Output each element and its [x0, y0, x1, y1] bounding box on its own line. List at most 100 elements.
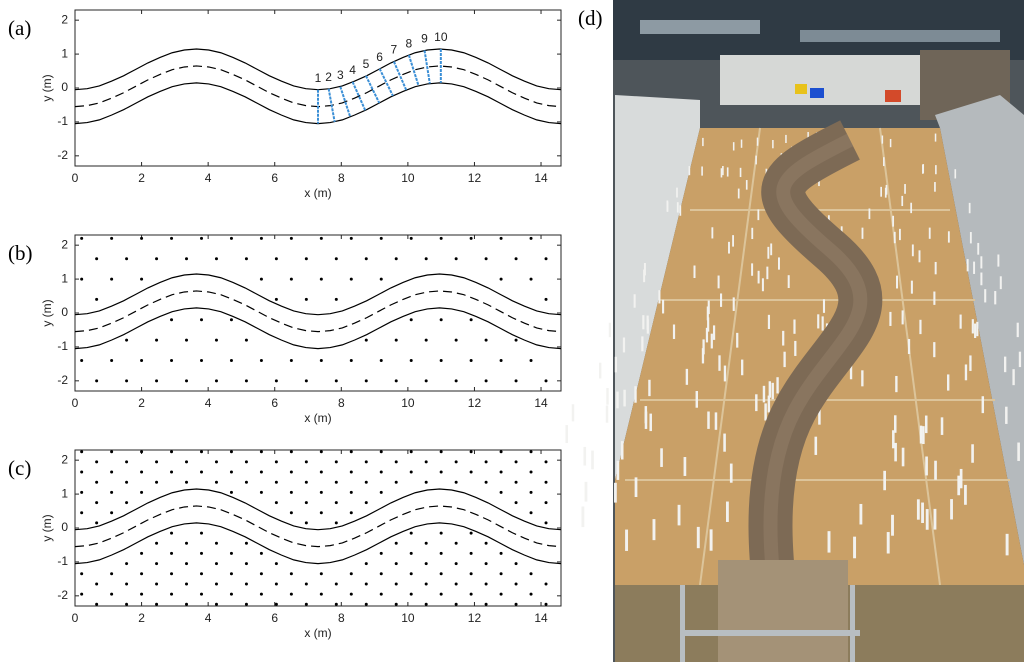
- obstacle-point: [514, 460, 518, 464]
- obstacle-point: [334, 501, 338, 505]
- obstacle-point: [529, 511, 533, 515]
- obstacle-point: [334, 460, 338, 464]
- obstacle-point: [155, 257, 159, 261]
- obstacle-point: [364, 379, 368, 383]
- obstacle-point: [409, 592, 413, 596]
- obstacle-point: [529, 358, 533, 362]
- obstacle-point: [95, 582, 99, 586]
- obstacle-point: [409, 358, 413, 362]
- obstacle-point: [409, 531, 413, 535]
- obstacle-point: [454, 582, 458, 586]
- obstacle-point: [469, 551, 473, 555]
- obstacle-point: [259, 490, 263, 494]
- floor-seam: [879, 127, 941, 586]
- obstacle-point: [349, 450, 353, 454]
- x-tick-label: 0: [72, 611, 79, 625]
- obstacle-point: [199, 551, 203, 555]
- obstacle-point: [170, 572, 174, 576]
- channel-line: [74, 505, 562, 548]
- obstacle-point: [214, 541, 218, 545]
- obstacle-point: [514, 379, 518, 383]
- obstacle-point: [424, 602, 428, 606]
- bucket: [885, 90, 901, 102]
- x-tick-label: 12: [468, 611, 482, 625]
- obstacle-point: [110, 450, 114, 454]
- obstacle-point: [454, 562, 458, 566]
- obstacle-point: [229, 592, 233, 596]
- obstacle-point: [155, 562, 159, 566]
- obstacle-point: [185, 541, 189, 545]
- x-tick-label: 4: [205, 396, 212, 410]
- obstacle-point: [364, 501, 368, 505]
- obstacle-point: [244, 480, 248, 484]
- obstacle-point: [170, 551, 174, 555]
- obstacle-point: [319, 450, 323, 454]
- obstacle-point: [229, 490, 233, 494]
- obstacle-point: [469, 531, 473, 535]
- pipe: [640, 20, 760, 34]
- obstacle-point: [394, 460, 398, 464]
- obstacle-point: [244, 562, 248, 566]
- obstacle-point: [259, 450, 263, 454]
- obstacle-point: [514, 480, 518, 484]
- obstacle-point: [95, 602, 99, 606]
- obstacle-point: [304, 297, 308, 301]
- obstacle-point: [514, 562, 518, 566]
- obstacle-point: [110, 572, 114, 576]
- x-tick-label: 14: [534, 171, 548, 185]
- obstacle-point: [499, 277, 503, 281]
- x-tick-label: 8: [338, 171, 345, 185]
- obstacle-point: [529, 592, 533, 596]
- obstacle-point: [125, 602, 129, 606]
- obstacle-point: [529, 490, 533, 494]
- obstacle-point: [170, 358, 174, 362]
- transect: [339, 86, 352, 118]
- obstacle-point: [544, 297, 548, 301]
- obstacle-point: [544, 501, 548, 505]
- obstacle-point: [454, 257, 458, 261]
- obstacle-point: [469, 470, 473, 474]
- obstacle-point: [80, 572, 84, 576]
- obstacle-point: [439, 531, 443, 535]
- obstacle-point: [514, 582, 518, 586]
- obstacle-point: [379, 358, 383, 362]
- obstacle-point: [394, 379, 398, 383]
- obstacle-point: [110, 236, 114, 240]
- obstacle-point: [155, 379, 159, 383]
- obstacle-point: [289, 358, 293, 362]
- transect-label: 8: [406, 36, 413, 50]
- transect-label: 1: [315, 71, 322, 85]
- obstacle-point: [259, 277, 263, 281]
- obstacle-point: [214, 379, 218, 383]
- transect-label: 3: [337, 68, 344, 82]
- obstacle-point: [80, 511, 84, 515]
- obstacle-point: [454, 602, 458, 606]
- obstacle-point: [244, 257, 248, 261]
- obstacle-point: [170, 318, 174, 322]
- channel-line: [74, 488, 562, 531]
- obstacle-point: [394, 541, 398, 545]
- obstacle-point: [185, 379, 189, 383]
- obstacle-point: [439, 318, 443, 322]
- obstacle-point: [170, 450, 174, 454]
- x-tick-label: 10: [401, 611, 415, 625]
- obstacle-point: [319, 572, 323, 576]
- obstacle-point: [424, 338, 428, 342]
- obstacle-point: [155, 541, 159, 545]
- x-tick-label: 10: [401, 171, 415, 185]
- floor-grid: [625, 127, 1010, 586]
- obstacle-point: [484, 338, 488, 342]
- obstacle-point: [379, 572, 383, 576]
- obstacle-point: [125, 562, 129, 566]
- obstacle-point: [514, 602, 518, 606]
- obstacle-point: [229, 551, 233, 555]
- obstacle-point: [469, 450, 473, 454]
- y-tick-label: 0: [61, 80, 68, 94]
- transect-label: 2: [325, 70, 332, 84]
- obstacle-point: [364, 562, 368, 566]
- obstacle-point: [214, 257, 218, 261]
- transect: [378, 68, 394, 97]
- obstacle-point: [484, 480, 488, 484]
- transect: [351, 81, 367, 111]
- x-tick-label: 14: [534, 611, 548, 625]
